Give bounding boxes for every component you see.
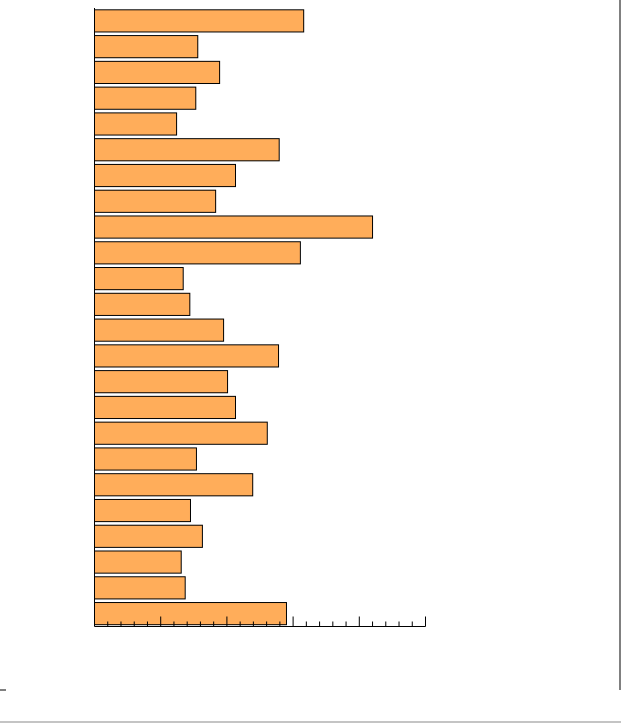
bar	[94, 60, 221, 85]
bar	[94, 524, 203, 548]
bar	[94, 163, 237, 188]
bar	[94, 395, 237, 420]
bar	[94, 550, 182, 574]
bar	[94, 215, 374, 239]
bar	[94, 241, 301, 265]
bar	[94, 267, 184, 291]
bar	[94, 138, 280, 162]
bar	[94, 576, 186, 600]
bar	[94, 473, 254, 497]
bar	[94, 112, 178, 136]
bar	[94, 292, 191, 316]
bar	[94, 344, 280, 368]
bar	[94, 35, 199, 59]
bar	[94, 9, 305, 33]
bar	[94, 498, 191, 523]
bar	[94, 447, 197, 471]
bar	[94, 318, 225, 342]
bar	[94, 602, 287, 626]
bar	[94, 421, 268, 445]
bar	[94, 86, 197, 110]
bar	[94, 370, 229, 394]
bar	[94, 189, 217, 213]
